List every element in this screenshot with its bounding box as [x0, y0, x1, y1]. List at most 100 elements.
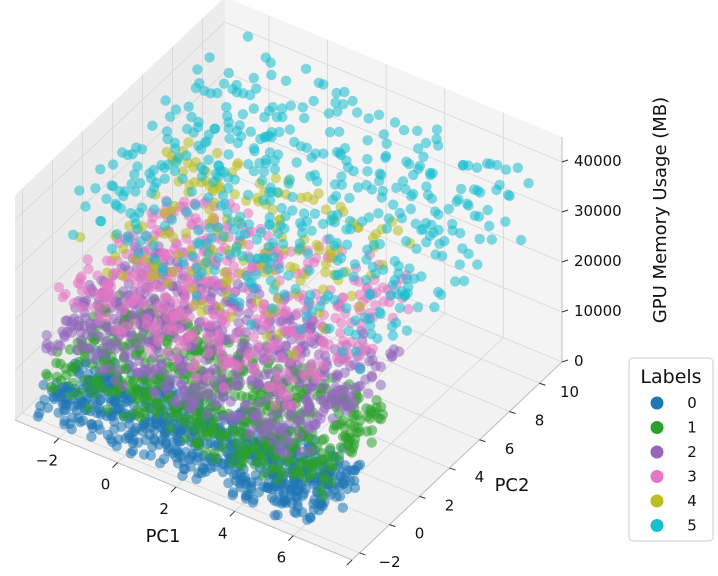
data-point: [217, 413, 228, 424]
data-point: [137, 279, 148, 290]
data-point: [270, 417, 281, 429]
data-point: [183, 137, 194, 148]
data-point: [455, 183, 467, 195]
data-point: [272, 462, 283, 473]
data-point: [305, 383, 316, 394]
data-point: [106, 180, 118, 191]
data-point: [150, 281, 162, 293]
data-point: [336, 179, 347, 190]
data-point: [276, 202, 287, 214]
data-point: [174, 335, 185, 346]
data-point: [41, 330, 52, 341]
data-point: [186, 186, 197, 197]
data-point: [433, 209, 444, 220]
data-point: [122, 236, 133, 247]
data-point: [431, 124, 443, 135]
data-point: [378, 296, 389, 307]
data-point: [267, 409, 279, 420]
data-point: [190, 82, 202, 94]
data-point: [283, 390, 294, 401]
data-point: [212, 87, 223, 99]
data-point: [385, 290, 396, 301]
data-point: [376, 192, 387, 203]
data-point: [102, 404, 113, 415]
data-point: [500, 164, 512, 175]
data-point: [264, 105, 275, 117]
data-point: [236, 460, 247, 471]
data-point: [270, 400, 281, 411]
data-point: [290, 420, 302, 432]
data-point: [272, 475, 284, 486]
data-point: [334, 126, 345, 137]
data-point: [72, 278, 84, 289]
data-point: [51, 371, 63, 382]
data-point: [323, 108, 335, 119]
y-tick: [449, 467, 456, 471]
data-point: [74, 387, 86, 398]
data-point: [278, 238, 289, 250]
data-point: [157, 266, 168, 277]
data-point: [129, 308, 140, 319]
data-point: [102, 267, 113, 278]
data-point: [471, 162, 483, 173]
data-point: [349, 482, 361, 493]
data-point: [159, 228, 170, 239]
data-point: [217, 442, 229, 453]
legend-label: 3: [687, 468, 697, 486]
data-point: [335, 441, 347, 453]
data-point: [472, 185, 483, 196]
data-point: [244, 350, 255, 361]
data-point: [71, 405, 83, 416]
data-point: [346, 447, 358, 458]
data-point: [201, 427, 212, 438]
data-point: [192, 271, 204, 282]
data-point: [274, 126, 285, 138]
data-point: [217, 466, 229, 478]
data-point: [96, 216, 107, 227]
data-point: [277, 103, 288, 114]
data-point: [375, 379, 386, 391]
data-point: [205, 319, 216, 330]
data-point: [171, 353, 183, 364]
data-point: [232, 158, 244, 169]
data-point: [210, 168, 222, 180]
data-point: [263, 482, 274, 493]
data-point: [193, 140, 204, 151]
legend-marker: [650, 494, 664, 508]
data-point: [264, 147, 276, 158]
data-point: [353, 381, 364, 392]
data-point: [220, 277, 232, 288]
data-point: [306, 458, 317, 469]
data-point: [171, 375, 182, 386]
data-point: [412, 302, 424, 313]
data-point: [249, 362, 260, 373]
data-point: [201, 447, 212, 458]
data-point: [366, 370, 377, 381]
data-point: [274, 263, 285, 274]
data-point: [244, 429, 255, 440]
data-point: [107, 159, 119, 170]
data-point: [229, 332, 241, 343]
data-point: [128, 342, 139, 353]
data-point: [352, 182, 364, 193]
data-point: [202, 372, 213, 384]
data-point: [68, 229, 79, 240]
data-point: [349, 259, 361, 270]
data-point: [367, 261, 379, 273]
data-point: [161, 126, 173, 137]
data-point: [336, 317, 347, 329]
data-point: [258, 195, 269, 206]
y-tick-label: 10: [560, 383, 579, 401]
data-point: [119, 351, 130, 363]
data-point: [179, 296, 190, 307]
data-point: [248, 283, 259, 294]
x-tick-label: 0: [101, 476, 111, 494]
data-point: [169, 295, 180, 306]
data-point: [189, 393, 201, 404]
data-point: [229, 189, 240, 200]
data-point: [356, 216, 368, 227]
data-point: [213, 252, 224, 263]
data-point: [148, 352, 159, 363]
data-point: [162, 278, 174, 289]
data-point: [86, 418, 97, 430]
